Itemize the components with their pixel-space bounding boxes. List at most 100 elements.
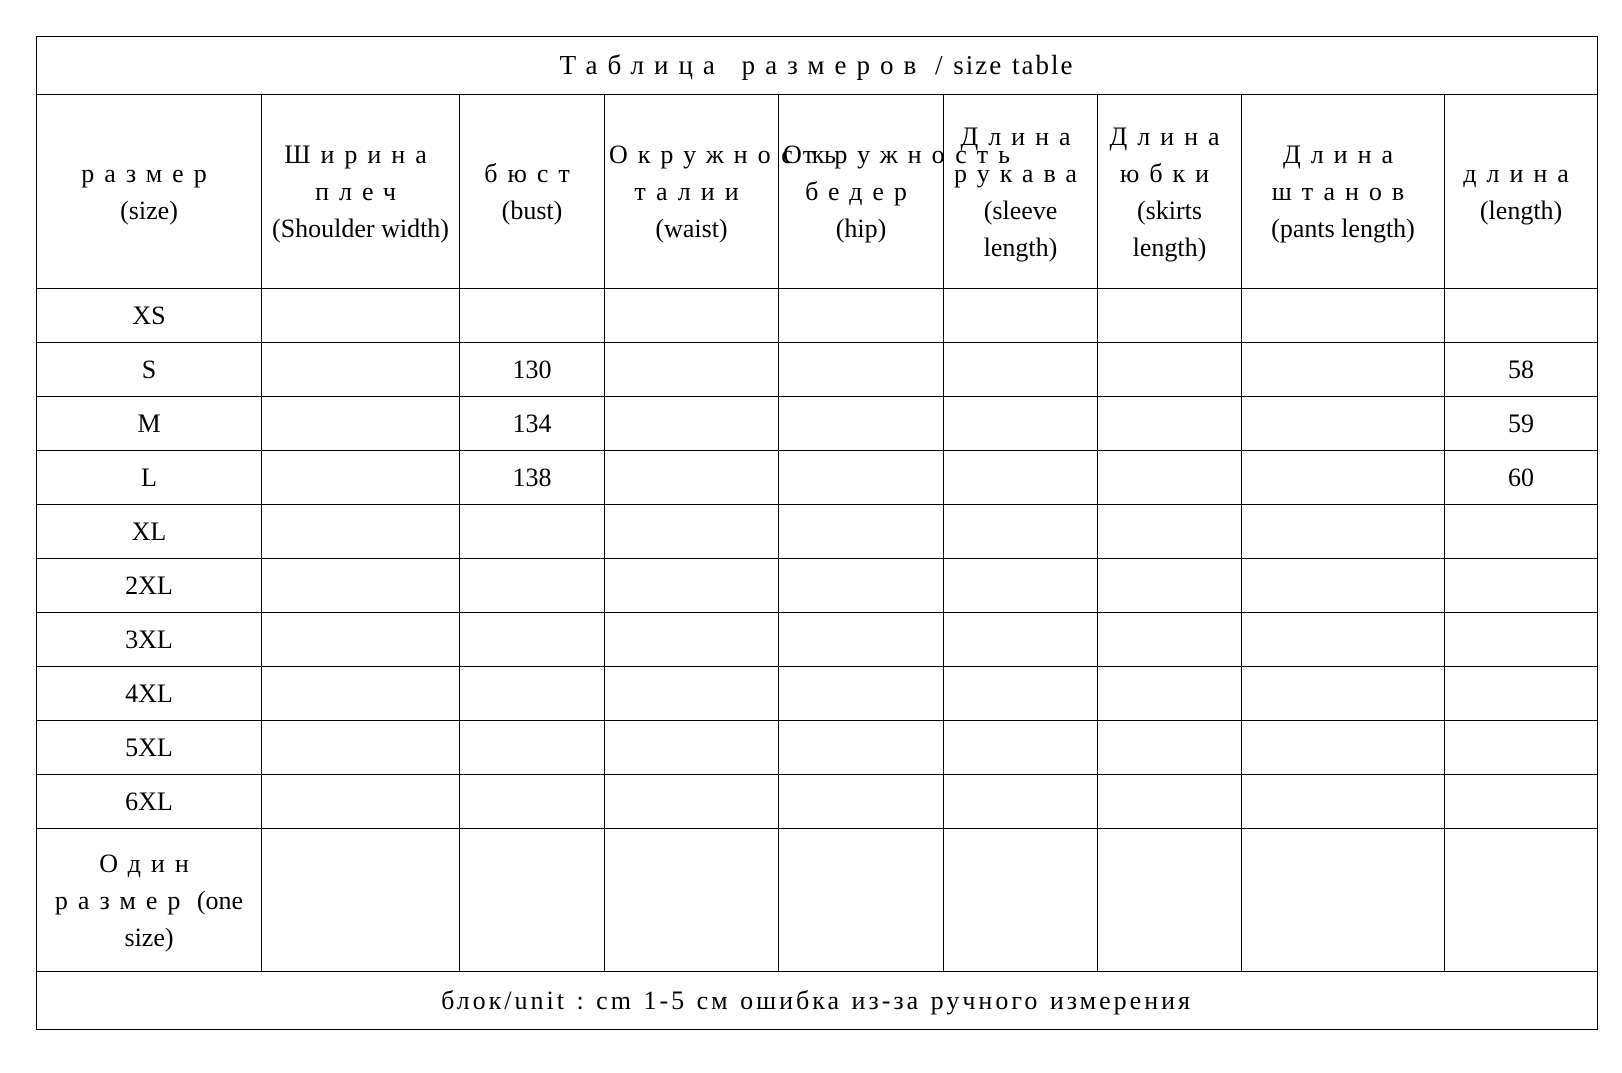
table-cell (778, 342, 944, 397)
table-footer: блок/unit : cm 1-5 см ошибка из-за ручно… (35, 971, 1599, 1030)
table-row: 5XL (36, 720, 1599, 775)
table-cell (778, 396, 944, 451)
table-cell (1097, 774, 1242, 829)
table-cell (1241, 288, 1445, 343)
table-row: L 138 60 (36, 450, 1599, 505)
table-cell (943, 288, 1098, 343)
table-cell (1241, 612, 1445, 667)
table-cell (1097, 396, 1242, 451)
table-cell (943, 342, 1098, 397)
column-header: Длина юбки (skirts length) (1097, 94, 1242, 289)
table-cell (943, 396, 1098, 451)
table-cell: 134 (459, 396, 605, 451)
size-label: 2XL (36, 558, 262, 613)
table-cell (1241, 774, 1445, 829)
table-cell (778, 288, 944, 343)
table-row: 2XL (36, 558, 1599, 613)
table-row: 3XL (36, 612, 1599, 667)
table-row: 4XL (36, 666, 1599, 721)
table-cell (943, 504, 1098, 559)
table-cell (604, 666, 779, 721)
table-cell (604, 828, 779, 972)
table-cell (459, 666, 605, 721)
table-cell (1241, 342, 1445, 397)
table-cell (943, 612, 1098, 667)
table-cell (459, 504, 605, 559)
table-cell (1097, 828, 1242, 972)
table-cell (1443, 504, 1599, 559)
table-cell (261, 558, 460, 613)
table-cell (778, 612, 944, 667)
table-cell (1097, 450, 1242, 505)
size-table: Таблица размеров / size table размер (siz… (35, 36, 1599, 1030)
size-label: 5XL (36, 720, 262, 775)
table-cell (943, 774, 1098, 829)
table-cell (778, 720, 944, 775)
table-cell (261, 396, 460, 451)
table-cell (459, 720, 605, 775)
table-cell (1097, 720, 1242, 775)
table-cell (1241, 396, 1445, 451)
column-header: Ширина плеч (Shoulder width) (261, 94, 460, 289)
size-label: M (36, 396, 262, 451)
table-cell: 58 (1443, 342, 1599, 397)
table-cell (459, 558, 605, 613)
table-cell (261, 504, 460, 559)
table-cell (1443, 558, 1599, 613)
header-row: размер (size) Ширина плеч (Shoulder width) б… (36, 94, 1599, 289)
column-header: Длина штанов (pants length) (1241, 94, 1445, 289)
column-header: Окружность талии (waist) (604, 94, 836, 289)
table-cell (778, 558, 944, 613)
table-cell: 59 (1443, 396, 1599, 451)
table-cell (459, 288, 605, 343)
table-cell (1097, 342, 1242, 397)
table-cell (261, 720, 460, 775)
table-row: M 134 59 (36, 396, 1599, 451)
table-cell: 130 (459, 342, 605, 397)
table-cell (261, 612, 460, 667)
table-cell (1443, 774, 1599, 829)
table-cell (1241, 504, 1445, 559)
table-row: XS (36, 288, 1599, 343)
table-cell (778, 774, 944, 829)
table-cell (943, 828, 1098, 972)
table-cell (1443, 828, 1599, 972)
table-cell (261, 288, 460, 343)
table-cell (778, 666, 944, 721)
table-cell (778, 504, 944, 559)
table-cell (1241, 666, 1445, 721)
size-label: 4XL (36, 666, 262, 721)
size-label: Один размер (one size) (36, 828, 262, 972)
table-cell (604, 288, 779, 343)
table-cell (1097, 504, 1242, 559)
column-header: бюст (bust) (459, 94, 605, 289)
table-cell (604, 342, 779, 397)
table-cell (1241, 720, 1445, 775)
size-label: XL (36, 504, 262, 559)
table-cell (1443, 288, 1599, 343)
table-row: XL (36, 504, 1599, 559)
table-cell (459, 774, 605, 829)
size-label: S (36, 342, 262, 397)
column-header: длина (length) (1443, 94, 1599, 289)
table-cell (604, 558, 779, 613)
size-label: L (36, 450, 262, 505)
table-cell (604, 504, 779, 559)
table-cell (943, 558, 1098, 613)
table-cell (459, 612, 605, 667)
column-header: размер (size) (36, 94, 262, 289)
table-cell (943, 666, 1098, 721)
table-title: Таблица размеров / size table (35, 36, 1599, 95)
table-row: 6XL (36, 774, 1599, 829)
table-cell (261, 774, 460, 829)
table-cell (1097, 666, 1242, 721)
table-cell (1241, 450, 1445, 505)
table-cell (261, 828, 460, 972)
column-header: Длина рукава (sleeve length) (943, 94, 1098, 289)
table-cell (459, 828, 605, 972)
table-cell (1097, 612, 1242, 667)
table-row: S 130 58 (36, 342, 1599, 397)
one-size-row: Один размер (one size) (36, 828, 1599, 972)
table-cell: 138 (459, 450, 605, 505)
table-cell (261, 666, 460, 721)
